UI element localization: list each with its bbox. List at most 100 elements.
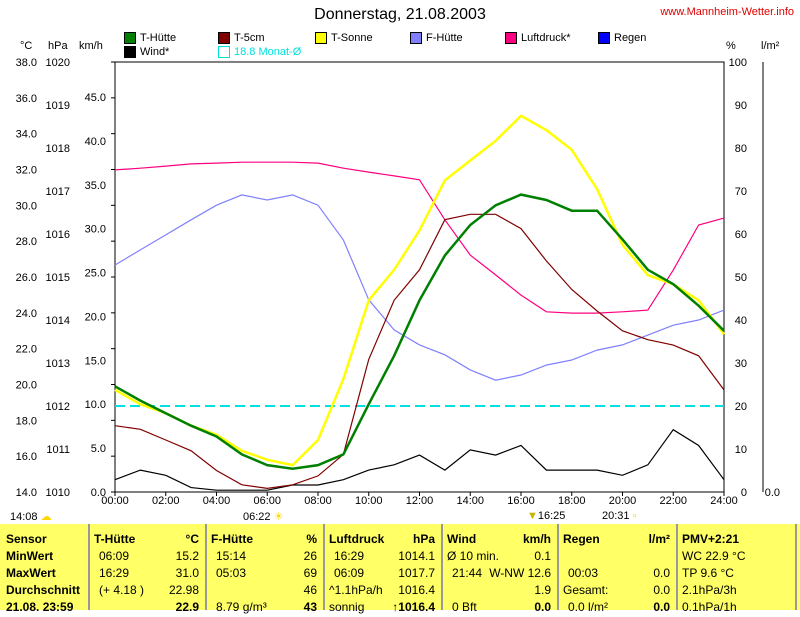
y-percent-tick-label: 50 (735, 272, 747, 284)
y-hpa-tick-label: 1016 (46, 229, 70, 241)
legend-swatch (315, 32, 327, 44)
current-value: ↑1016.4 (392, 600, 435, 614)
legend-monthly-avg: 18.8 Monat-Ø (218, 46, 301, 58)
unit: % (306, 532, 317, 546)
legend-swatch (218, 46, 230, 58)
y-percent-tick-label: 90 (735, 100, 747, 112)
moon-time: ▼16:25 (527, 510, 565, 522)
page-title: Donnerstag, 21.08.2003 (314, 6, 486, 23)
x-tick-label: 20:00 (609, 495, 637, 507)
legend-t-5cm: T-5cm (218, 32, 265, 44)
header: Wind (447, 532, 477, 546)
y-celsius-tick-label: 32.0 (16, 165, 37, 177)
value: 1.9 (534, 583, 551, 597)
axis-unit-rain: l/m² (761, 40, 780, 52)
series-line-t-sonne (114, 114, 726, 467)
legend-swatch (124, 32, 136, 44)
y-celsius-tick-label: 34.0 (16, 129, 37, 141)
label-max: MaxWert (6, 566, 56, 580)
header: Luftdruck (329, 532, 385, 546)
y-percent-tick-label: 60 (735, 229, 747, 241)
y-celsius-tick-label: 24.0 (16, 308, 37, 320)
y-kmh-tick-label: 10.0 (85, 399, 106, 411)
label-min: MinWert (6, 549, 54, 563)
legend-label: T-5cm (234, 32, 265, 44)
legend-label: Wind* (140, 46, 170, 58)
current-value: 22.9 (175, 600, 199, 614)
value: 15.2 (175, 549, 199, 563)
series-line-f-h-tte (114, 194, 725, 381)
value: 1014.1 (398, 549, 435, 563)
y-percent-tick-label: 0 (741, 487, 747, 499)
legend-luftdruck: Luftdruck* (505, 32, 571, 44)
y-celsius-tick-label: 28.0 (16, 236, 37, 248)
y-celsius-tick-label: 26.0 (16, 272, 37, 284)
y-hpa-tick-label: 1019 (46, 100, 70, 112)
y-celsius-tick-label: 38.0 (16, 57, 37, 69)
x-tick-label: 00:00 (101, 495, 129, 507)
col-luftdruck: Luftdruck hPa 16:29 1014.1 06:09 1017.7 ^1.… (323, 524, 443, 614)
legend-swatch (505, 32, 517, 44)
header-sensor: Sensor (6, 532, 47, 546)
time: 06:09 (99, 549, 130, 563)
time: 16:29 (334, 549, 365, 563)
y-celsius-tick-label: 18.0 (16, 415, 37, 427)
header: T-Hütte (94, 532, 136, 546)
series-line-luftdruck- (114, 161, 725, 314)
time: 15:14 (216, 549, 247, 563)
legend-swatch (598, 32, 610, 44)
header: Regen (563, 532, 600, 546)
axis-unit-celsius: °C (20, 40, 33, 52)
site-link[interactable]: www.Mannheim-Wetter.info (660, 6, 794, 18)
series-line-wind- (114, 428, 725, 491)
value: W-NW 12.6 (489, 566, 551, 580)
y-hpa-tick-label: 1012 (46, 401, 70, 413)
series-line-t-h-tte (114, 193, 725, 470)
marker-label: 20:31 (602, 510, 630, 522)
label: Gesamt: (563, 583, 609, 597)
y-kmh-tick-label: 45.0 (85, 92, 106, 104)
wind-chill: WC 22.9 °C (682, 549, 746, 563)
time: 00:03 (568, 566, 599, 580)
y-kmh-tick-label: 5.0 (91, 443, 106, 455)
series-line-t-5cm (114, 213, 725, 490)
y-hpa-tick-label: 1018 (46, 143, 70, 155)
y-rain-tick-label: 0.0 (765, 487, 780, 499)
time: 06:09 (334, 566, 365, 580)
legend-regen: Regen (598, 32, 646, 44)
y-hpa-tick-label: 1013 (46, 358, 70, 370)
label: Ø 10 min. (447, 549, 500, 563)
y-hpa-tick-label: 1010 (46, 487, 70, 499)
x-tick-label: 24:00 (710, 495, 738, 507)
legend-t-sonne: T-Sonne (315, 32, 373, 44)
header: PMV+2:21 (682, 532, 740, 546)
y-celsius-tick-label: 22.0 (16, 344, 37, 356)
unit: °C (185, 532, 199, 546)
total: 0.0 l/m² (568, 600, 609, 614)
sun-cloud-time: 14:08 ☁ (10, 510, 52, 523)
x-tick-label: 04:00 (203, 495, 231, 507)
label-current: 21.08. 23:59 (6, 600, 74, 614)
legend-label: T-Hütte (140, 32, 177, 44)
x-tick-label: 02:00 (152, 495, 180, 507)
unit: km/h (522, 532, 551, 546)
weather-chart: 00:00 02:00 04:00 06:00 08:00 10:00 12:00 14:00… (16, 57, 780, 507)
value: 69 (303, 566, 317, 580)
x-tick-label: 18:00 (558, 495, 586, 507)
unit: hPa (412, 532, 435, 546)
marker-label: 16:25 (537, 510, 566, 522)
unit: l/m² (648, 532, 670, 546)
col-wind: Wind km/h Ø 10 min. 0.1 21:44 W-NW 12.6 1.9… (441, 524, 559, 614)
col-regen: Regen l/m² 00:03 0.0 Gesamt: 0.0 0.0 l/m² 0.… (557, 524, 678, 614)
y-percent-tick-label: 30 (735, 358, 747, 370)
plot-area (114, 61, 725, 493)
y-percent-tick-label: 100 (729, 57, 747, 69)
value: 31.0 (175, 566, 199, 580)
y-celsius-tick-label: 20.0 (16, 380, 37, 392)
axis-unit-kmh: km/h (79, 40, 103, 52)
value: 0.1 (534, 549, 551, 563)
y-hpa-tick-label: 1014 (46, 315, 70, 327)
col-sensor: Sensor MinWert MaxWert Durchschnitt 21.0… (0, 524, 90, 614)
value: 1017.7 (398, 566, 435, 580)
legend-swatch (410, 32, 422, 44)
